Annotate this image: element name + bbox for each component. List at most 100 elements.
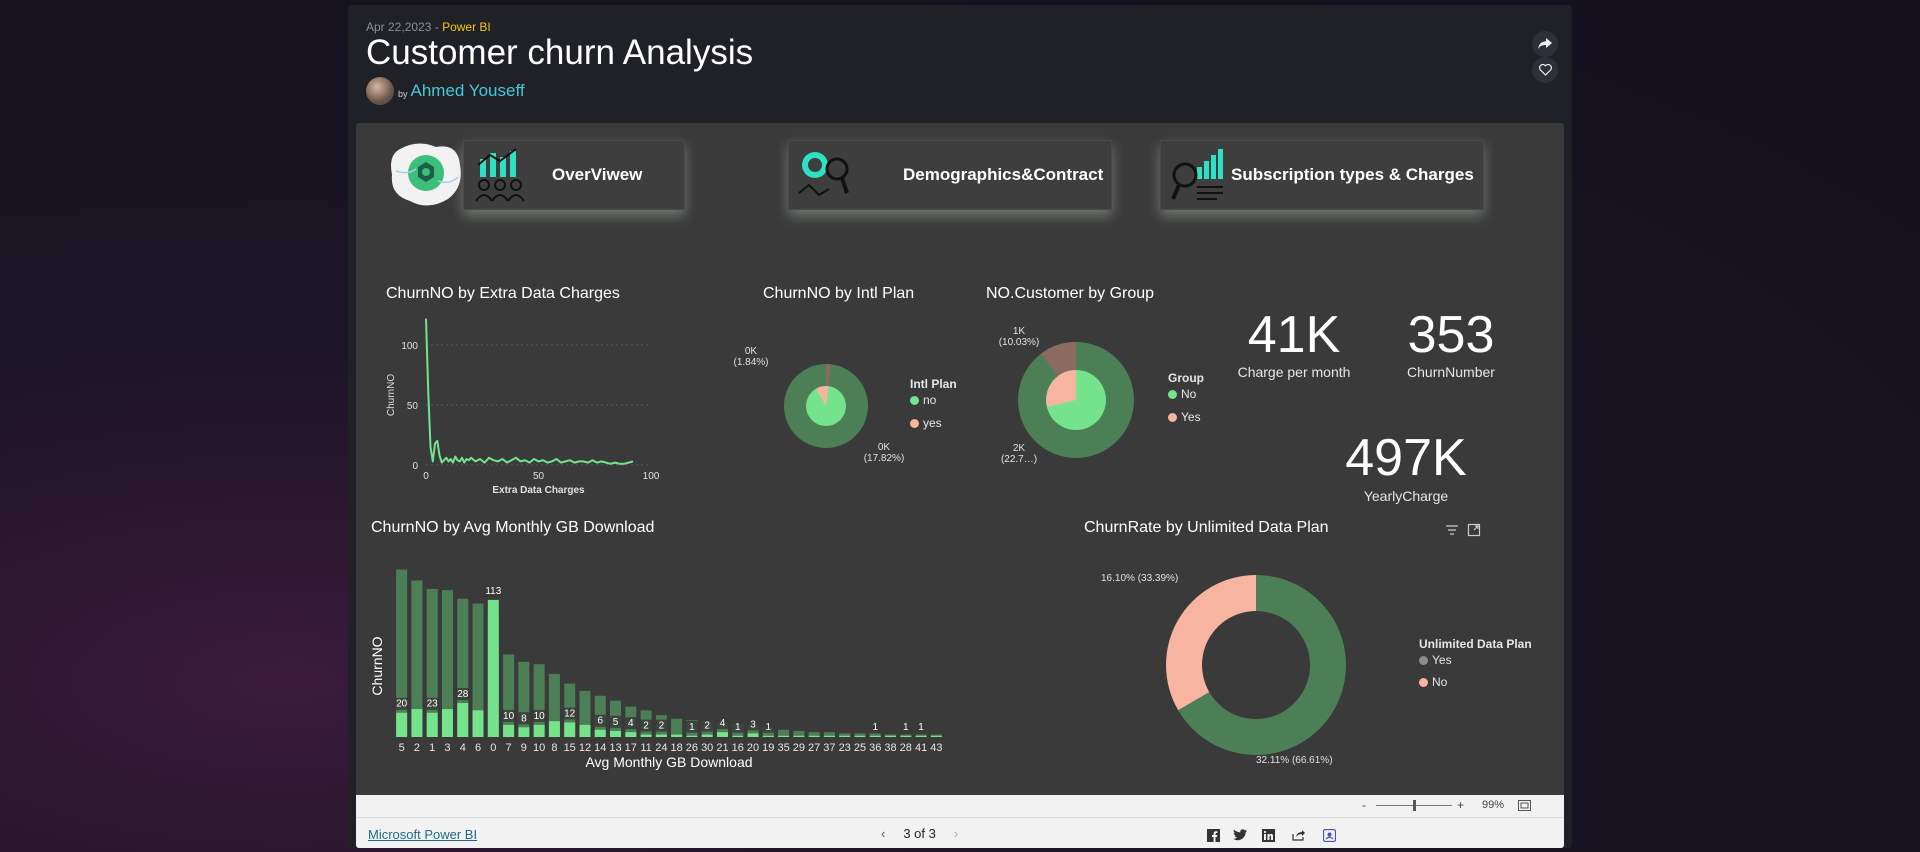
group-label-top: 1K (10.03%): [998, 326, 1040, 348]
bar-churn-26: [686, 735, 698, 737]
extra-data-line-chart[interactable]: 0 50 100 0 50 100 Extra Data Charges ChurnNO: [376, 305, 686, 495]
bar-total-7: [503, 654, 515, 737]
bar-data-label-16: 1: [735, 722, 741, 733]
filter-icon[interactable]: [1445, 523, 1459, 537]
bar-label-bg-24: [655, 719, 668, 732]
fit-to-page-icon[interactable]: [1518, 800, 1531, 811]
bar-total-35: [778, 729, 790, 737]
bar-xtick-6: 6: [475, 742, 481, 754]
bar-xtick-14: 14: [594, 742, 606, 754]
unlimited-slice-yes: [1166, 575, 1256, 711]
bar-churn-1: [426, 712, 438, 737]
bar-xtick-36: 36: [869, 742, 881, 754]
bar-data-label-28: 1: [903, 722, 909, 733]
author-row[interactable]: by Ahmed Youseff: [366, 77, 525, 105]
nav-subscription-button[interactable]: Subscription types & Charges: [1160, 140, 1484, 210]
bar-churn-24: [655, 734, 667, 737]
bar-total-8: [548, 673, 560, 737]
bar-label-bg-28: [899, 720, 913, 733]
bar-xtick-16: 16: [732, 742, 744, 754]
bar-total-3: [441, 590, 453, 737]
bar-label-bg-11: [639, 719, 653, 732]
bar-xtick-0: 0: [490, 742, 496, 754]
extra-data-chart-title: ChurnNO by Extra Data Charges: [386, 285, 620, 302]
unlimited-legend-yes[interactable]: Yes: [1419, 653, 1452, 667]
bar-churn-12: [579, 724, 591, 737]
share-button[interactable]: [1532, 31, 1558, 57]
report-date: Apr 22,2023: [366, 20, 432, 34]
bar-churn-38: [885, 735, 897, 737]
line-chart-xtick: 100: [643, 471, 660, 482]
share-arrow-icon: [1538, 38, 1552, 49]
bar-label-bg-16: [731, 720, 744, 733]
intl-plan-legend-yes[interactable]: yes: [910, 416, 942, 430]
bar-churn-7: [503, 724, 515, 737]
focus-mode-icon[interactable]: [1467, 523, 1481, 537]
bar-total-6: [472, 603, 484, 737]
group-legend-yes[interactable]: Yes: [1168, 410, 1201, 424]
bar-churn-21: [716, 732, 728, 737]
bar-xtick-28: 28: [900, 742, 912, 754]
zoom-slider-handle[interactable]: [1412, 800, 1416, 811]
bar-churn-9: [518, 727, 530, 737]
group-legend-no[interactable]: No: [1168, 387, 1196, 401]
unlimited-legend-title: Unlimited Data Plan: [1419, 637, 1532, 651]
facebook-icon[interactable]: [1204, 826, 1222, 844]
bar-xtick-35: 35: [777, 742, 789, 754]
group-inner-yes[interactable]: [1046, 370, 1076, 407]
intl-plan-donut[interactable]: [771, 351, 881, 461]
bar-xtick-1: 1: [429, 742, 435, 754]
bar-xtick-43: 43: [930, 742, 942, 754]
like-button[interactable]: [1532, 57, 1558, 83]
bar-churn-29: [793, 735, 805, 737]
nav-overview-button[interactable]: OverViwew: [463, 140, 685, 210]
bar-total-2: [411, 580, 423, 737]
power-bi-link[interactable]: Microsoft Power BI: [368, 827, 478, 842]
magnifier-barchart-icon: [1171, 149, 1223, 200]
twitter-icon[interactable]: [1231, 826, 1249, 844]
intl-plan-inner-yes[interactable]: [816, 383, 836, 406]
bar-total-5: [396, 569, 408, 737]
next-page-button[interactable]: ›: [953, 826, 959, 841]
prev-page-button[interactable]: ‹: [881, 826, 886, 841]
zoom-slider[interactable]: [1376, 800, 1452, 811]
bar-xtick-10: 10: [533, 742, 545, 754]
pagination: ‹ 3 of 3 ›: [881, 826, 958, 841]
group-donut[interactable]: [1011, 335, 1141, 465]
teams-icon[interactable]: [1320, 826, 1338, 844]
bar-total-20: [747, 726, 759, 737]
share-icon[interactable]: [1289, 826, 1307, 844]
bar-churn-4: [457, 703, 469, 737]
bar-label-bg-0: [480, 584, 507, 597]
bar-xtick-9: 9: [521, 742, 527, 754]
intl-plan-legend-no[interactable]: no: [910, 393, 936, 407]
avatar[interactable]: [366, 77, 394, 105]
bar-xtick-21: 21: [716, 742, 728, 754]
bar-xtick-8: 8: [551, 742, 557, 754]
unlimited-legend-no[interactable]: No: [1419, 675, 1447, 689]
linkedin-icon[interactable]: [1259, 826, 1277, 844]
zoom-in-button[interactable]: +: [1457, 798, 1465, 812]
bar-data-label-13: 5: [613, 717, 619, 728]
author-name[interactable]: Ahmed Youseff: [410, 81, 525, 100]
bar-label-bg-26: [685, 720, 699, 733]
bar-total-10: [533, 664, 545, 737]
bar-label-bg-30: [700, 719, 714, 732]
line-chart-xtick: 50: [533, 471, 545, 482]
report-canvas: OverViwew Demographics&Contract Subscrip…: [356, 123, 1564, 795]
bar-xtick-11: 11: [640, 742, 651, 754]
bar-total-23: [839, 733, 851, 737]
avg-gb-chart-title: ChurnNO by Avg Monthly GB Download: [371, 519, 655, 536]
bar-data-label-9: 8: [521, 713, 527, 724]
bar-chart-xlabel: Avg Monthly GB Download: [585, 754, 752, 770]
line-chart-xlabel: Extra Data Charges: [492, 485, 585, 495]
bar-data-label-0: 113: [485, 586, 501, 597]
group-legend-title: Group: [1168, 371, 1204, 385]
zoom-out-button[interactable]: -: [1362, 798, 1366, 812]
unlimited-donut[interactable]: [1161, 570, 1351, 760]
nav-demographics-button[interactable]: Demographics&Contract: [788, 140, 1112, 210]
bar-xtick-24: 24: [655, 742, 667, 754]
bar-xtick-2: 2: [414, 742, 420, 754]
line-chart-xtick: 0: [423, 471, 429, 482]
